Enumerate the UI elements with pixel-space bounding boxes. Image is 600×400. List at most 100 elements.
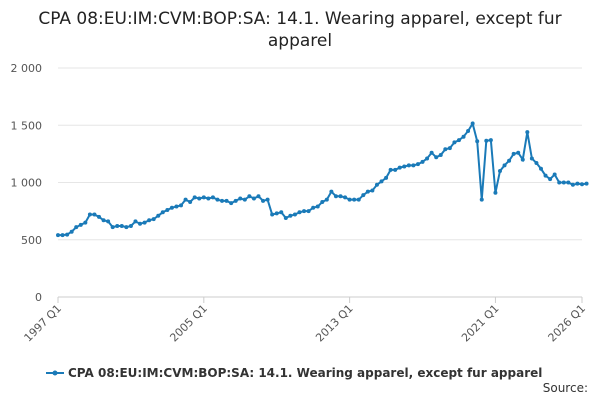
point [101, 218, 106, 223]
point [411, 163, 416, 168]
x-tick-label: 2021 Q1 [459, 302, 502, 345]
point [493, 190, 498, 195]
point [447, 146, 452, 151]
point [516, 150, 521, 155]
point [124, 225, 129, 230]
point [206, 196, 211, 201]
point [452, 140, 457, 145]
point [347, 197, 352, 202]
point [106, 219, 111, 224]
point [456, 138, 461, 143]
point [315, 204, 320, 209]
point [365, 189, 370, 194]
legend-symbol-dot [52, 370, 58, 376]
point [251, 196, 256, 201]
point [297, 210, 302, 215]
point [361, 193, 366, 198]
point [374, 182, 379, 187]
point [56, 233, 60, 238]
point [233, 198, 238, 203]
point [265, 197, 270, 202]
point [274, 211, 279, 216]
point [384, 175, 389, 180]
point [69, 229, 74, 234]
point [525, 130, 530, 135]
point [142, 220, 147, 225]
point [434, 155, 439, 160]
y-tick-label: 1 500 [11, 119, 43, 132]
source: Source: [543, 381, 588, 395]
point [488, 138, 493, 143]
point [92, 212, 97, 217]
point [548, 177, 553, 182]
y-tick-label: 1 000 [11, 177, 43, 190]
point [570, 182, 575, 187]
point [352, 197, 357, 202]
point [110, 225, 115, 230]
point [338, 194, 343, 199]
legend-label: CPA 08:EU:IM:CVM:BOP:SA: 14.1. Wearing a… [68, 366, 542, 380]
x-tick-label: 1997 Q1 [22, 302, 65, 345]
point [87, 212, 92, 217]
y-tick-label: 2 000 [11, 62, 43, 75]
point [210, 195, 215, 200]
point [557, 180, 562, 185]
point [461, 134, 466, 139]
point [324, 197, 329, 202]
point [292, 212, 297, 217]
point [147, 218, 152, 223]
point [507, 158, 512, 163]
y-tick-label: 500 [21, 234, 42, 247]
point [160, 210, 165, 215]
point [333, 194, 338, 199]
point [65, 232, 70, 237]
point [429, 150, 434, 155]
point [520, 157, 525, 162]
point [197, 196, 202, 201]
point [343, 195, 348, 200]
point [256, 194, 261, 199]
point [497, 169, 502, 174]
point [188, 199, 193, 204]
point [306, 209, 311, 214]
point [397, 165, 402, 170]
point [119, 224, 124, 229]
point [466, 128, 471, 133]
point [538, 166, 543, 171]
point [484, 138, 489, 143]
point [133, 219, 138, 224]
point [242, 197, 247, 202]
point [156, 213, 161, 218]
point [443, 147, 448, 152]
point [78, 222, 83, 227]
point [128, 224, 133, 229]
point [552, 172, 557, 177]
line [58, 120, 587, 237]
point [584, 181, 589, 186]
point [220, 198, 225, 203]
point [83, 220, 88, 225]
point [311, 205, 316, 210]
x-tick-label: 2026 Q1 [546, 302, 589, 345]
point [183, 197, 188, 202]
point [543, 173, 548, 178]
x-tick-label: 2005 Q1 [167, 302, 210, 345]
point [192, 195, 197, 200]
point [393, 167, 398, 172]
point [201, 195, 206, 200]
point [320, 199, 325, 204]
point [534, 161, 539, 166]
point [270, 212, 275, 217]
point [561, 180, 566, 185]
point [425, 156, 430, 161]
point [261, 198, 266, 203]
point [529, 156, 534, 161]
point [74, 225, 79, 230]
point [302, 209, 307, 214]
point [97, 214, 102, 219]
y-tick-label: 0 [35, 291, 42, 304]
chart-title: CPA 08:EU:IM:CVM:BOP:SA: 14.1. Wearing a… [38, 9, 562, 51]
point [580, 182, 584, 187]
